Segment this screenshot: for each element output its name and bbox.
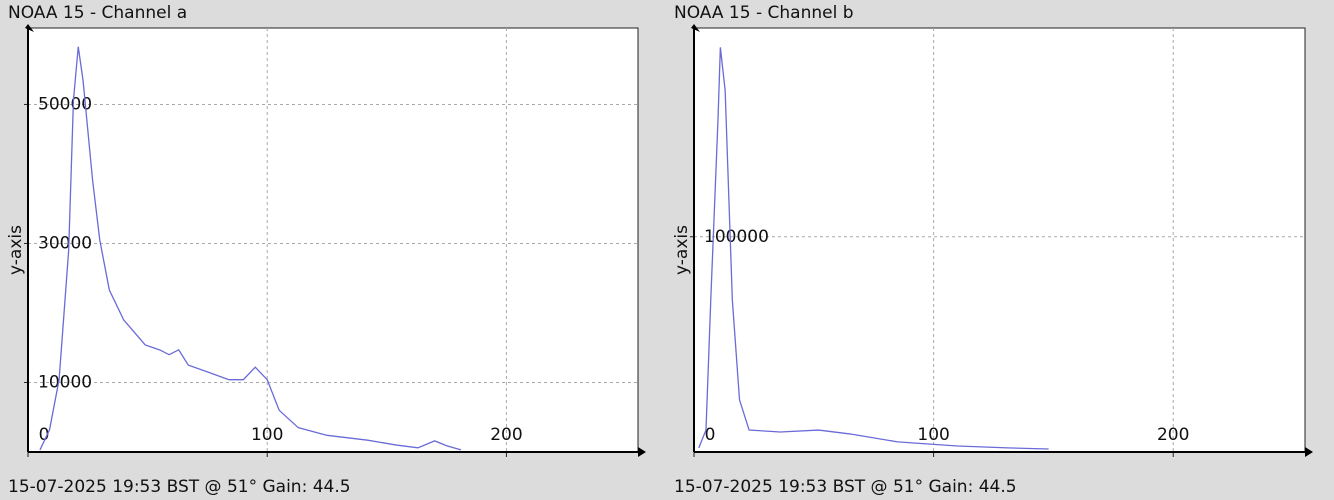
plot-area <box>693 27 1306 453</box>
y-axis-label: y-axis <box>672 225 692 275</box>
data-line <box>698 47 1049 450</box>
x-tick-label: 200 <box>490 425 522 445</box>
caption: 15-07-2025 19:53 BST @ 51° Gain: 44.5 <box>674 477 1017 497</box>
axis-arrow <box>691 24 700 32</box>
x-tick-label: 100 <box>251 425 283 445</box>
y-axis-label: y-axis <box>6 225 26 275</box>
x-tick-label: 0 <box>39 425 50 445</box>
x-tick-label: 100 <box>917 425 949 445</box>
x-tick-label: 0 <box>705 425 716 445</box>
axis-arrow <box>1305 447 1313 457</box>
axis-arrow <box>638 447 646 457</box>
caption: 15-07-2025 19:53 BST @ 51° Gain: 44.5 <box>8 477 351 497</box>
chart-title: NOAA 15 - Channel b <box>674 3 854 23</box>
x-tick-label: 200 <box>1157 425 1189 445</box>
y-tick-label: 50000 <box>38 94 92 114</box>
y-tick-label: 30000 <box>38 233 92 253</box>
axis-arrow <box>25 24 34 32</box>
data-line <box>39 46 462 451</box>
chart-title: NOAA 15 - Channel a <box>8 3 187 23</box>
plot-area <box>27 27 639 453</box>
y-tick-label: 10000 <box>38 372 92 392</box>
y-tick-label: 100000 <box>704 227 769 247</box>
